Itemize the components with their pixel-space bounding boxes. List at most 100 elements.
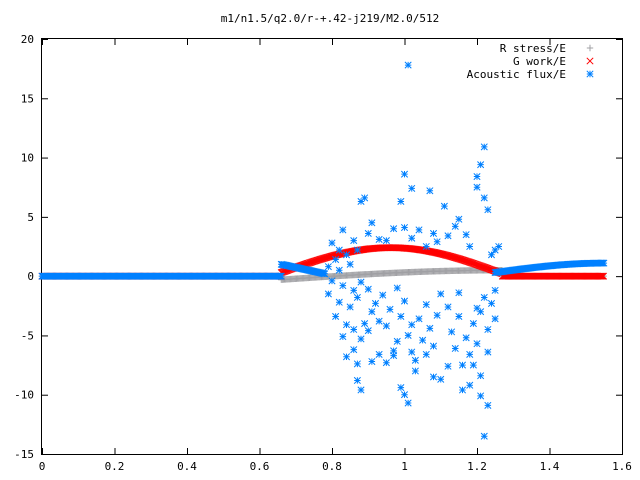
acoustic-flux-e-point (339, 226, 347, 234)
acoustic-flux-e-point (375, 350, 383, 358)
acoustic-flux-e-point (400, 297, 409, 305)
acoustic-flux-e-point (408, 184, 416, 192)
acoustic-flux-e-point (491, 315, 499, 323)
acoustic-flux-e-point (353, 360, 361, 368)
acoustic-flux-e-point (477, 392, 485, 400)
x-tick-label: 0.4 (177, 460, 197, 473)
acoustic-flux-e-point (473, 340, 481, 348)
acoustic-flux-e-point (480, 143, 488, 151)
acoustic-flux-e-point (426, 187, 434, 195)
acoustic-flux-e-point (393, 284, 401, 292)
acoustic-flux-e-point (342, 353, 351, 361)
axis-ticks: 0 0.2 0.4 0.6 0.8 1 1.2 1.4 1.6 20 15 10 5 0 -5 -10 -15 (14, 33, 632, 473)
acoustic-flux-e-point (332, 255, 340, 264)
acoustic-flux-e-point (462, 231, 470, 239)
g-work-e-point (597, 272, 605, 280)
g-work-e-point (596, 272, 604, 280)
y-tick-label: 0 (27, 270, 34, 283)
acoustic-flux-e-point (335, 298, 343, 306)
acoustic-flux-e-point (350, 346, 358, 354)
acoustic-flux-e-point (495, 242, 503, 251)
acoustic-flux-e-point (437, 375, 445, 383)
acoustic-flux-e-point (350, 286, 358, 294)
acoustic-flux-e-point (353, 246, 361, 254)
acoustic-flux-e-point (361, 194, 369, 202)
acoustic-flux-e-point (382, 322, 390, 330)
acoustic-flux-e-point (433, 311, 441, 319)
acoustic-flux-e-point (491, 286, 499, 294)
acoustic-flux-e-point (382, 237, 390, 245)
acoustic-flux-e-point (411, 367, 419, 375)
acoustic-flux-e-point (364, 327, 372, 335)
acoustic-flux-e-point (419, 336, 427, 344)
acoustic-flux-e-point (357, 386, 365, 394)
x-tick-label: 1 (401, 460, 408, 473)
acoustic-flux-e-point (342, 251, 351, 259)
acoustic-flux-e-point (368, 219, 376, 227)
acoustic-flux-e-point (455, 215, 463, 223)
acoustic-flux-e-point (408, 321, 416, 329)
acoustic-flux-e-point (335, 246, 343, 254)
acoustic-flux-e-point (466, 350, 474, 358)
x-tick-label: 0.8 (322, 460, 342, 473)
acoustic-flux-e-point (324, 290, 332, 298)
g-work-e-point (598, 272, 606, 280)
acoustic-flux-e-point (458, 386, 467, 394)
legend-label: R stress/E (500, 42, 566, 55)
x-tick-label: 1.6 (612, 460, 632, 473)
acoustic-flux-e-point (487, 251, 496, 259)
acoustic-flux-e-point (400, 391, 409, 399)
acoustic-flux-e-point (400, 170, 409, 178)
acoustic-flux-e-point (339, 333, 347, 341)
acoustic-flux-e-point (444, 303, 452, 311)
acoustic-flux-e-point (440, 202, 448, 210)
acoustic-flux-e-point (393, 337, 401, 345)
acoustic-flux-e-point (444, 362, 452, 370)
acoustic-flux-e-point (466, 381, 474, 389)
acoustic-flux-e-point (321, 270, 329, 278)
acoustic-flux-e-point (346, 260, 354, 268)
acoustic-flux-e-point (484, 348, 492, 356)
y-tick-label: 5 (27, 211, 34, 224)
x-tick-label: 0 (39, 460, 46, 473)
acoustic-flux-e-point (404, 331, 412, 339)
acoustic-flux-e-point (433, 238, 441, 246)
x-tick-label: 0.6 (250, 460, 270, 473)
chart-title: m1/n1.5/q2.0/r-+.42-j219/M2.0/512 (221, 12, 440, 25)
acoustic-flux-e-point (277, 272, 285, 280)
acoustic-flux-e-point (375, 235, 383, 243)
legend-marker (586, 44, 594, 52)
acoustic-flux-e-point (487, 299, 496, 307)
acoustic-flux-e-point (480, 194, 488, 202)
acoustic-flux-e-point (462, 334, 470, 342)
plot-area-frame (41, 38, 623, 455)
acoustic-flux-e-point (455, 312, 463, 321)
acoustic-flux-e-point (357, 197, 365, 205)
acoustic-flux-e-point (408, 348, 416, 356)
legend-label: Acoustic flux/E (467, 68, 566, 81)
acoustic-flux-e-point (324, 263, 332, 271)
acoustic-flux-e-point (429, 373, 438, 381)
y-tick-label: 10 (21, 152, 34, 165)
acoustic-flux-e-point (473, 183, 481, 191)
acoustic-flux-e-point (390, 225, 398, 233)
y-tick-label: -15 (14, 448, 34, 461)
acoustic-flux-e-point (342, 321, 351, 329)
acoustic-flux-e-point (429, 229, 438, 238)
acoustic-flux-e-point (484, 325, 492, 334)
acoustic-flux-e-point (357, 278, 365, 286)
series-2 (38, 61, 608, 440)
acoustic-flux-e-point (368, 308, 376, 316)
acoustic-flux-e-point (429, 342, 438, 350)
acoustic-flux-e-point (437, 290, 445, 298)
acoustic-flux-e-point (328, 277, 336, 285)
acoustic-flux-e-point (477, 372, 485, 380)
acoustic-flux-e-point (600, 259, 608, 267)
acoustic-flux-e-point (484, 401, 492, 409)
acoustic-flux-e-point (339, 282, 347, 290)
acoustic-flux-e-point (335, 266, 343, 274)
legend-marker (586, 70, 594, 78)
acoustic-flux-e-point (484, 206, 492, 214)
